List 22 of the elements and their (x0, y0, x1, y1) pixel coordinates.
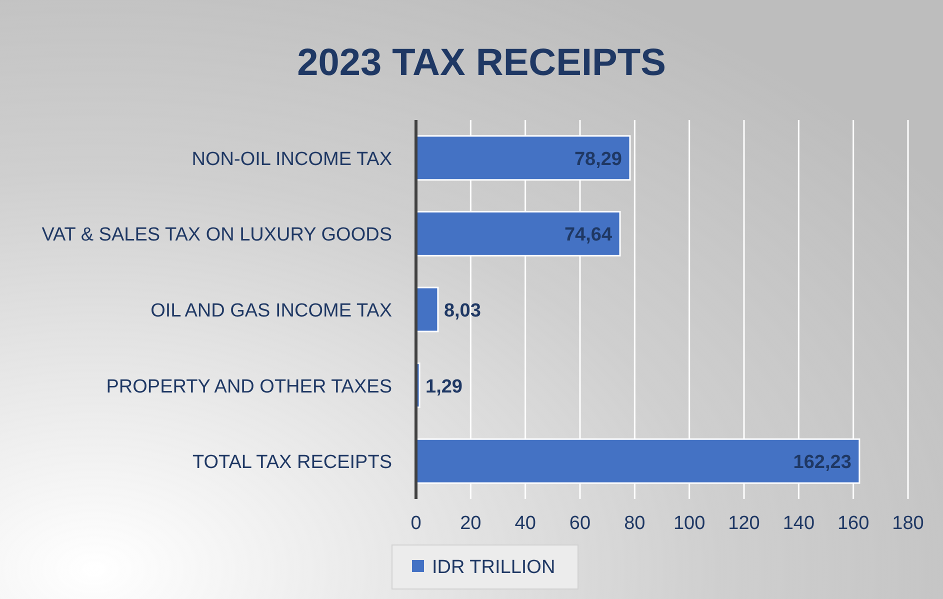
x-tick-label: 100 (673, 513, 706, 534)
x-tick-label: 140 (782, 513, 815, 534)
y-tick-label: PROPERTY AND OTHER TAXES (106, 376, 392, 398)
x-tick-label: 120 (728, 513, 760, 534)
data-label: 1,29 (426, 376, 463, 398)
data-label: 78,29 (574, 148, 622, 170)
data-label: 8,03 (444, 300, 481, 322)
y-tick-label: VAT & SALES TAX ON LUXURY GOODS (42, 224, 392, 246)
y-tick-label: TOTAL TAX RECEIPTS (192, 452, 392, 474)
chart-title: 2023 TAX RECEIPTS (297, 42, 666, 84)
x-tick-label: 60 (569, 513, 591, 534)
y-tick-label: OIL AND GAS INCOME TAX (150, 300, 392, 322)
y-tick-label: NON-OIL INCOME TAX (192, 148, 392, 170)
text: IDR TRILLION (432, 557, 556, 578)
x-tick-label: 80 (624, 513, 646, 534)
data-label: 162,23 (793, 452, 852, 474)
x-tick-label: 160 (837, 513, 870, 534)
data-label: 74,64 (564, 224, 612, 246)
x-tick-label: 20 (460, 513, 482, 534)
x-tick-label: 180 (892, 513, 924, 534)
x-tick-label: 40 (514, 513, 536, 534)
x-tick-label: 0 (410, 513, 422, 534)
